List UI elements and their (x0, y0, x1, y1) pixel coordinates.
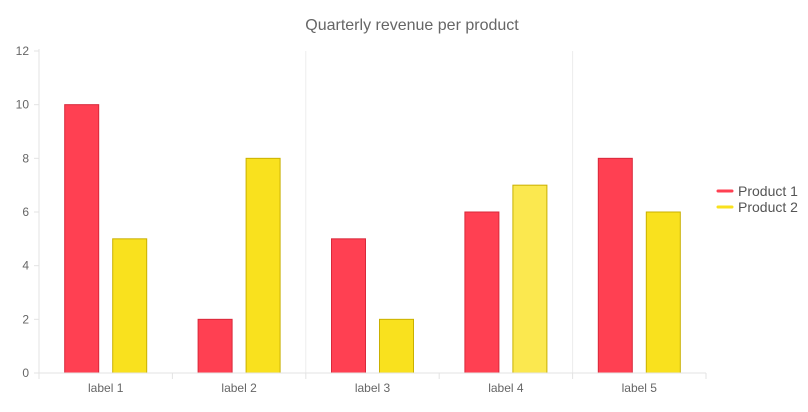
bars (64, 104, 681, 374)
bar-product-1-label-1[interactable] (64, 104, 100, 374)
grid (305, 51, 574, 373)
bar-product-1-label-2[interactable] (197, 318, 233, 374)
x-tick-label: label 5 (622, 381, 658, 395)
x-tick-label: label 1 (88, 381, 124, 395)
bar-product-2-label-5[interactable] (645, 211, 681, 374)
bar-product-2-label-4[interactable] (512, 184, 548, 374)
bar-product-2-label-2[interactable] (245, 157, 281, 374)
y-tick-label: 8 (22, 151, 29, 165)
bar-product-2-label-1[interactable] (112, 238, 148, 374)
y-tick-label: 2 (22, 312, 29, 326)
x-tick-label: label 2 (221, 381, 257, 395)
y-tick-label: 12 (16, 44, 30, 58)
x-tick-label: label 3 (355, 381, 391, 395)
bar-product-2-label-3[interactable] (379, 318, 414, 374)
legend-label[interactable]: Product 2 (738, 199, 798, 215)
bar-product-1-label-5[interactable] (597, 157, 633, 374)
axes: 0 2 4 6 8 10 12 label 1 label 2 label 3 label 4 lab… (16, 44, 707, 395)
legend-label[interactable]: Product 1 (738, 183, 798, 199)
bar-product-1-label-3[interactable] (331, 238, 366, 374)
y-tick-label: 0 (22, 366, 29, 380)
x-tick-label: label 4 (488, 381, 524, 395)
y-tick-label: 4 (22, 259, 29, 273)
chart-title: Quarterly revenue per product (305, 17, 519, 34)
y-tick-label: 10 (16, 98, 30, 112)
y-tick-label: 6 (22, 205, 29, 219)
bar-product-1-label-4[interactable] (464, 211, 500, 374)
